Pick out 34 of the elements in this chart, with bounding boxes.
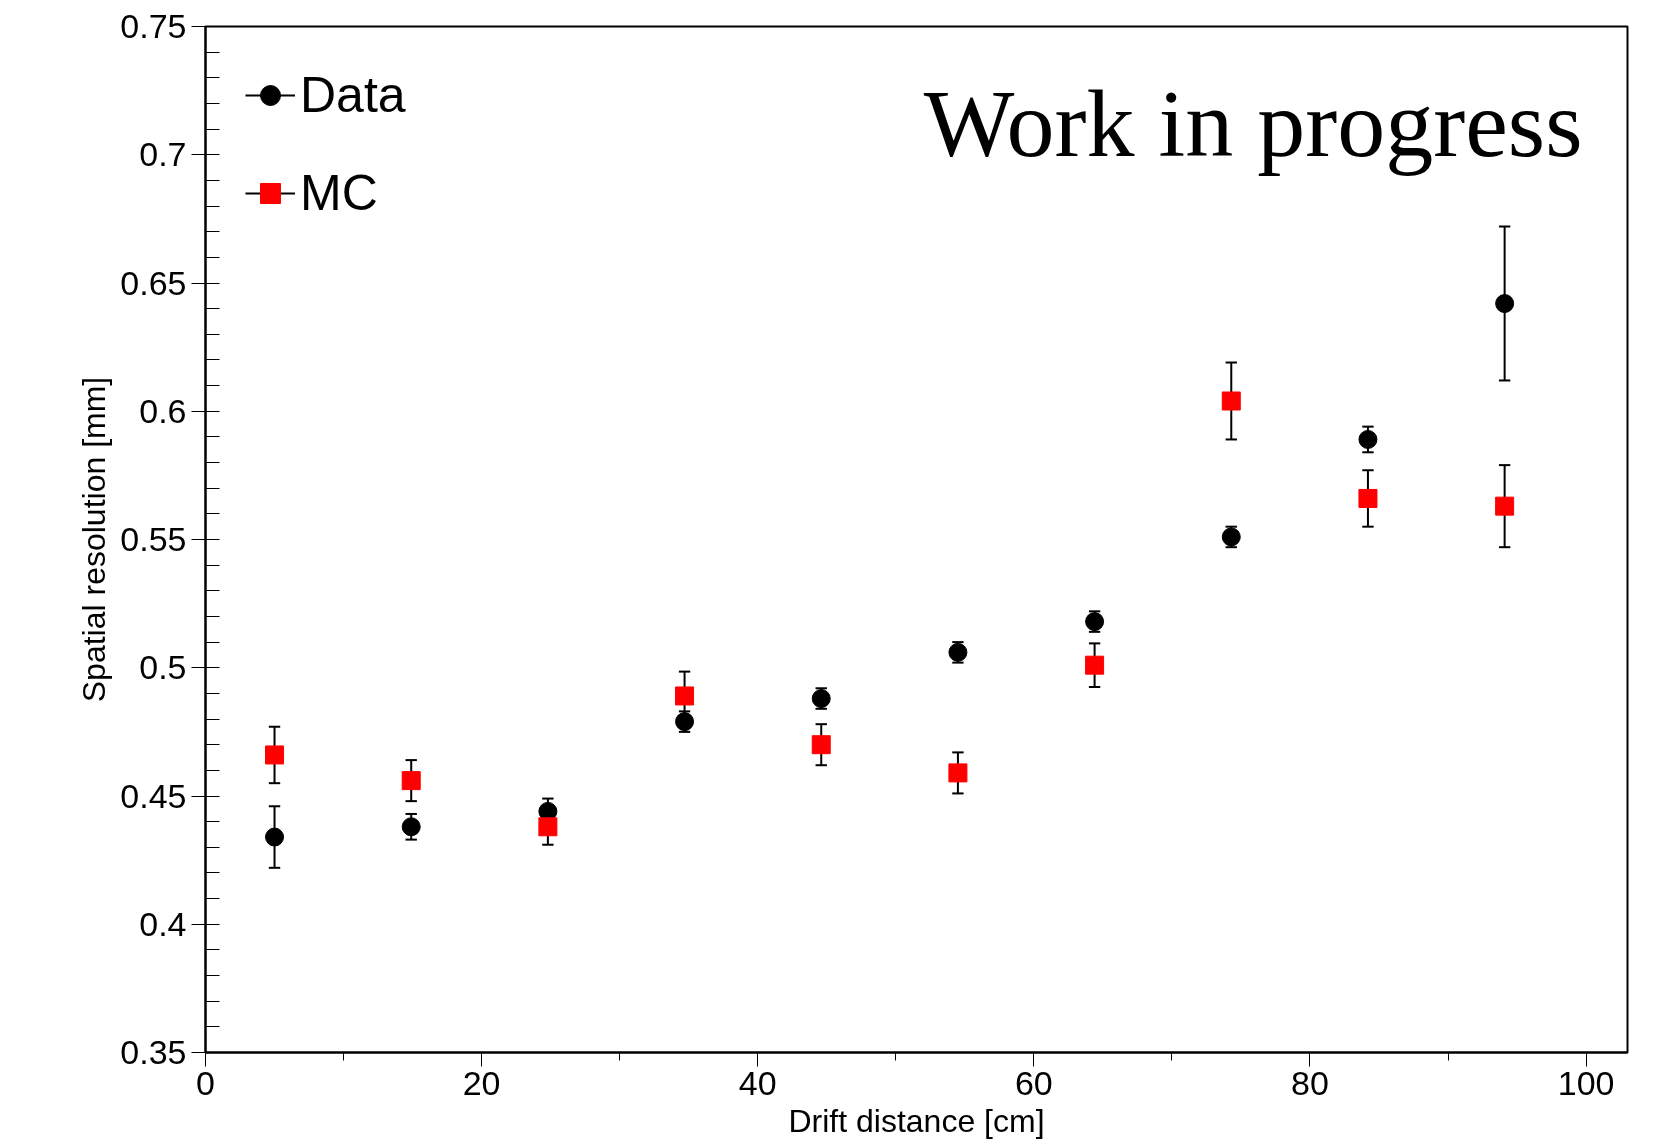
point	[948, 763, 968, 783]
point	[1358, 488, 1378, 508]
point	[401, 817, 421, 837]
point	[265, 827, 285, 847]
y-tick-label: 0.65	[120, 263, 187, 302]
x-tick-label: 0	[196, 1063, 215, 1102]
y-tick-label: 0.6	[139, 391, 187, 430]
point	[1358, 429, 1378, 449]
point	[1495, 294, 1515, 313]
x-tick-label: 80	[1291, 1063, 1329, 1102]
x-tick-label: 100	[1557, 1063, 1615, 1102]
legend-label: MC	[300, 164, 378, 222]
point	[1085, 655, 1105, 675]
x-axis-title: Drift distance [cm]	[788, 1102, 1045, 1139]
y-tick-label: 0.35	[120, 1033, 187, 1071]
point	[538, 817, 558, 837]
point	[265, 745, 285, 765]
point	[675, 686, 695, 706]
x-tick-label: 20	[462, 1063, 501, 1102]
y-tick-label: 0.45	[120, 776, 187, 815]
point	[1495, 496, 1515, 516]
point	[401, 771, 421, 791]
y-tick-label: 0.7	[139, 135, 187, 174]
point	[1221, 391, 1241, 411]
legend-label: Data	[300, 66, 406, 124]
y-axis-title: Spatial resolution [mm]	[76, 376, 113, 703]
y-tick-label: 0.4	[139, 904, 187, 943]
y-tick-label: 0.5	[139, 648, 187, 687]
y-tick-label: 0.75	[120, 7, 187, 45]
x-tick-label: 40	[738, 1063, 777, 1102]
y-tick-label: 0.55	[120, 520, 187, 558]
x-tick-label: 60	[1014, 1063, 1053, 1102]
annotation: Work in progress	[923, 69, 1583, 177]
point	[811, 735, 831, 755]
